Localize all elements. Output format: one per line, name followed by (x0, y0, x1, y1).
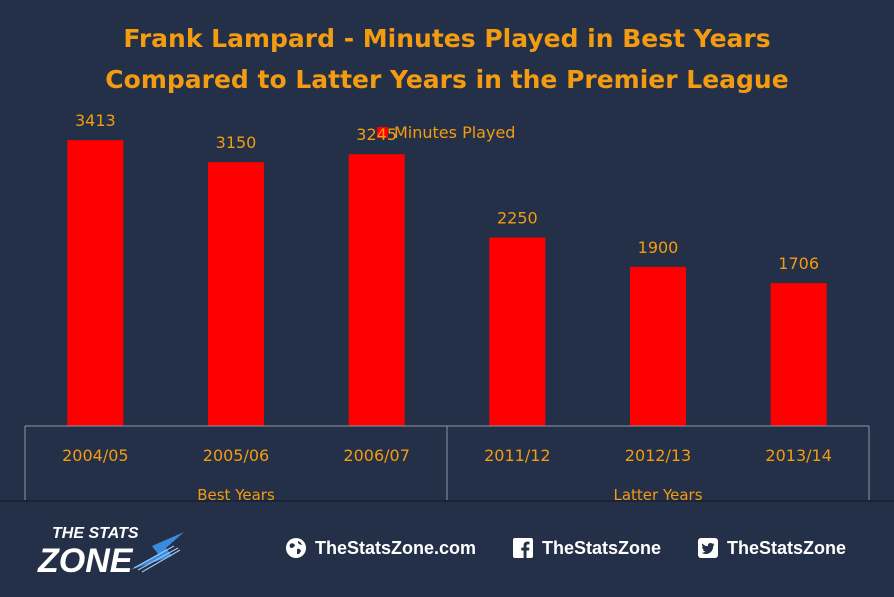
value-label-2012-13: 1900 (638, 238, 679, 257)
bar-2013-14 (770, 283, 827, 426)
logo-text-bottom: ZONE (37, 542, 134, 578)
globe-icon (286, 538, 306, 558)
value-label-2013-14: 1706 (778, 254, 819, 273)
bar-group (67, 140, 827, 426)
bar-2012-13 (630, 266, 686, 426)
value-label-2004-05: 3413 (75, 111, 116, 130)
logo-swoosh (130, 532, 184, 570)
category-label-2005-06: 2005/06 (203, 446, 269, 465)
logo-text-top: THE STATS (52, 525, 139, 542)
category-label-2012-13: 2012/13 (625, 446, 691, 465)
category-label-2011-12: 2011/12 (484, 446, 550, 465)
bar-2004-05 (67, 140, 124, 426)
stats-zone-logo[interactable]: THE STATS ZONE (34, 518, 194, 578)
value-label-2005-06: 3150 (216, 133, 257, 152)
logo-swoosh-stripes (133, 545, 181, 573)
bar-2011-12 (489, 237, 546, 426)
facebook-link-label: TheStatsZone (542, 537, 662, 558)
group-label-1: Latter Years (613, 486, 702, 500)
chart-title-line1: Frank Lampard - Minutes Played in Best Y… (123, 24, 770, 53)
bar-2006-07 (348, 154, 405, 426)
twitter-link[interactable]: TheStatsZone (697, 534, 846, 562)
website-link-label: TheStatsZone.com (315, 537, 477, 558)
chart-title-line2: Compared to Latter Years in the Premier … (105, 65, 788, 94)
footer-bar (0, 500, 894, 597)
footer-divider (0, 500, 894, 502)
value-label-2006-07: 3245 (356, 125, 397, 144)
twitter-link-label: TheStatsZone (727, 537, 847, 558)
legend-label: Minutes Played (394, 123, 515, 142)
chart-svg: Frank Lampard - Minutes Played in Best Y… (24, 24, 870, 500)
value-label-2011-12: 2250 (497, 209, 538, 228)
facebook-link[interactable]: TheStatsZone (512, 534, 661, 562)
twitter-icon (698, 538, 718, 558)
category-label-group: 2004/05 2005/06 2006/07 2011/12 2012/13 2013/… (62, 446, 832, 465)
value-label-group: 3413 3150 3245 2250 1900 1706 (75, 111, 819, 273)
group-label-0: Best Years (197, 486, 275, 500)
bar-2005-06 (208, 162, 264, 426)
website-link[interactable]: TheStatsZone.com (285, 534, 476, 562)
group-label-group: Best Years Latter Years (197, 486, 702, 500)
category-label-2006-07: 2006/07 (343, 446, 409, 465)
category-axis (24, 425, 870, 500)
category-label-2004-05: 2004/05 (62, 446, 128, 465)
legend-swatch (377, 127, 388, 138)
category-label-2013-14: 2013/14 (765, 446, 831, 465)
facebook-icon (513, 538, 533, 558)
